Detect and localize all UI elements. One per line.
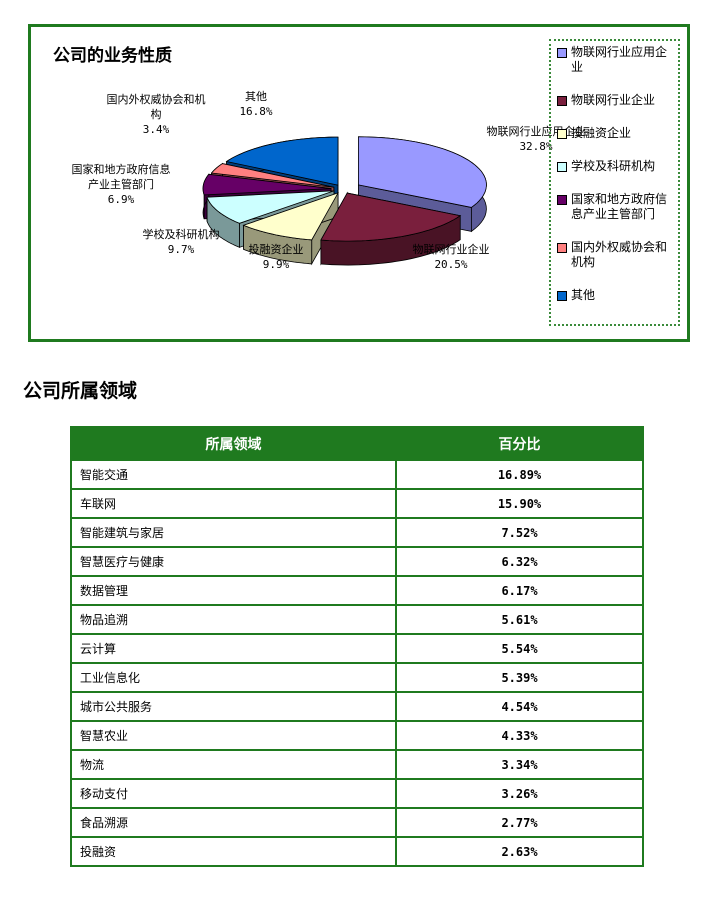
cell-percent: 5.61% bbox=[395, 604, 644, 635]
cell-percent: 4.33% bbox=[395, 720, 644, 751]
pie-chart-plot bbox=[202, 136, 487, 266]
cell-percent: 3.26% bbox=[395, 778, 644, 809]
slice-label-value: 3.4% bbox=[142, 123, 170, 136]
slice-label: 物联网行业企业 20.5% bbox=[396, 242, 506, 272]
cell-percent: 5.39% bbox=[395, 662, 644, 693]
legend-swatch bbox=[557, 195, 567, 205]
cell-field: 工业信息化 bbox=[70, 662, 397, 693]
section-heading: 公司所属领域 bbox=[23, 380, 138, 402]
slice-label-value: 9.7% bbox=[167, 243, 195, 256]
legend-item: 投融资企业 bbox=[557, 126, 676, 141]
cell-field: 物品追溯 bbox=[70, 604, 397, 635]
slice-label-name: 物联网行业企业 bbox=[412, 243, 490, 256]
cell-percent: 5.54% bbox=[395, 633, 644, 664]
table-header-row: 所属领域 百分比 bbox=[70, 426, 644, 461]
pie-slice bbox=[242, 192, 339, 241]
legend-swatch bbox=[557, 291, 567, 301]
table-row: 城市公共服务 4.54% bbox=[70, 691, 644, 722]
slice-label-name: 学校及科研机构 bbox=[142, 228, 220, 241]
cell-percent: 7.52% bbox=[395, 517, 644, 548]
pie-slice bbox=[210, 163, 334, 188]
legend-item: 其他 bbox=[557, 288, 676, 303]
cell-percent: 2.63% bbox=[395, 836, 644, 867]
business-nature-chart: 公司的业务性质 物联网行业应用企业 32.8% 物联网行业企业 20.5% 投融资企业 9… bbox=[28, 24, 690, 342]
slice-label-name: 国家和地方政府信息 产业主管部门 bbox=[71, 163, 171, 191]
table-row: 智慧农业 4.33% bbox=[70, 720, 644, 751]
legend-label: 物联网行业企业 bbox=[571, 93, 656, 107]
table-row: 云计算 5.54% bbox=[70, 633, 644, 664]
legend-swatch bbox=[557, 96, 567, 106]
table-row: 移动支付 3.26% bbox=[70, 778, 644, 809]
cell-percent: 2.77% bbox=[395, 807, 644, 838]
pie-slice bbox=[320, 192, 462, 242]
table-row: 物品追溯 5.61% bbox=[70, 604, 644, 635]
slice-label: 国内外权威协会和机 构 3.4% bbox=[81, 92, 231, 137]
legend-label: 国家和地方政府信息产业主管部门 bbox=[571, 192, 668, 221]
legend-swatch bbox=[557, 129, 567, 139]
cell-field: 智慧农业 bbox=[70, 720, 397, 751]
legend-label: 其他 bbox=[571, 288, 596, 302]
table-row: 智慧医疗与健康 6.32% bbox=[70, 546, 644, 577]
slice-label: 投融资企业 9.9% bbox=[226, 242, 326, 272]
cell-field: 智能交通 bbox=[70, 459, 397, 490]
table-row: 物流 3.34% bbox=[70, 749, 644, 780]
slice-label: 学校及科研机构 9.7% bbox=[106, 227, 256, 257]
cell-field: 云计算 bbox=[70, 633, 397, 664]
chart-legend: 物联网行业应用企业物联网行业企业 投融资企业学校及科研机构国家和地方政府信息产业主… bbox=[549, 39, 680, 326]
pie-slice bbox=[206, 190, 335, 224]
slice-label-value: 16.8% bbox=[239, 105, 273, 118]
slice-label-name: 国内外权威协会和机 构 bbox=[106, 93, 206, 121]
cell-field: 移动支付 bbox=[70, 778, 397, 809]
legend-item: 物联网行业应用企业 bbox=[557, 45, 676, 75]
cell-percent: 4.54% bbox=[395, 691, 644, 722]
slice-label-value: 6.9% bbox=[107, 193, 135, 206]
legend-label: 物联网行业应用企业 bbox=[571, 45, 668, 74]
cell-percent: 6.17% bbox=[395, 575, 644, 606]
slice-label-value: 20.5% bbox=[434, 258, 468, 271]
table-row: 投融资 2.63% bbox=[70, 836, 644, 867]
legend-swatch bbox=[557, 243, 567, 253]
legend-label: 国内外权威协会和机构 bbox=[571, 240, 668, 269]
cell-percent: 3.34% bbox=[395, 749, 644, 780]
slice-label-value: 32.8% bbox=[519, 140, 553, 153]
domain-table: 所属领域 百分比 智能交通 16.89% 车联网 15.90% 智能建筑与家居 7.52%… bbox=[70, 426, 644, 867]
slice-label: 其他 16.8% bbox=[226, 89, 286, 119]
legend-label: 投融资企业 bbox=[571, 126, 632, 140]
table-row: 数据管理 6.17% bbox=[70, 575, 644, 606]
cell-field: 城市公共服务 bbox=[70, 691, 397, 722]
legend-item: 物联网行业企业 bbox=[557, 93, 676, 108]
pie-slice bbox=[202, 173, 332, 196]
column-header-field: 所属领域 bbox=[70, 426, 397, 461]
cell-field: 车联网 bbox=[70, 488, 397, 519]
cell-field: 智慧医疗与健康 bbox=[70, 546, 397, 577]
cell-field: 食品溯源 bbox=[70, 807, 397, 838]
legend-swatch bbox=[557, 162, 567, 172]
legend-item: 国内外权威协会和机构 bbox=[557, 240, 676, 270]
cell-field: 投融资 bbox=[70, 836, 397, 867]
slice-label-value: 9.9% bbox=[262, 258, 290, 271]
pie-slice bbox=[225, 136, 339, 186]
legend-item: 国家和地方政府信息产业主管部门 bbox=[557, 192, 676, 222]
cell-percent: 6.32% bbox=[395, 546, 644, 577]
table-body: 智能交通 16.89% 车联网 15.90% 智能建筑与家居 7.52% 智慧医疗与健康 6.… bbox=[70, 459, 644, 867]
slice-label-name: 投融资企业 bbox=[248, 243, 304, 256]
legend-item: 学校及科研机构 bbox=[557, 159, 676, 174]
table-row: 食品溯源 2.77% bbox=[70, 807, 644, 838]
cell-field: 数据管理 bbox=[70, 575, 397, 606]
cell-field: 智能建筑与家居 bbox=[70, 517, 397, 548]
cell-field: 物流 bbox=[70, 749, 397, 780]
slice-label-name: 其他 bbox=[245, 90, 267, 103]
cell-percent: 16.89% bbox=[395, 459, 644, 490]
chart-title: 公司的业务性质 bbox=[53, 46, 172, 66]
table-row: 工业信息化 5.39% bbox=[70, 662, 644, 693]
table-row: 智能建筑与家居 7.52% bbox=[70, 517, 644, 548]
table-row: 车联网 15.90% bbox=[70, 488, 644, 519]
cell-percent: 15.90% bbox=[395, 488, 644, 519]
pie-slice bbox=[357, 136, 487, 208]
legend-swatch bbox=[557, 48, 567, 58]
column-header-percent: 百分比 bbox=[395, 426, 644, 461]
table-row: 智能交通 16.89% bbox=[70, 459, 644, 490]
legend-label: 学校及科研机构 bbox=[571, 159, 656, 173]
slice-label: 国家和地方政府信息 产业主管部门 6.9% bbox=[51, 162, 191, 207]
